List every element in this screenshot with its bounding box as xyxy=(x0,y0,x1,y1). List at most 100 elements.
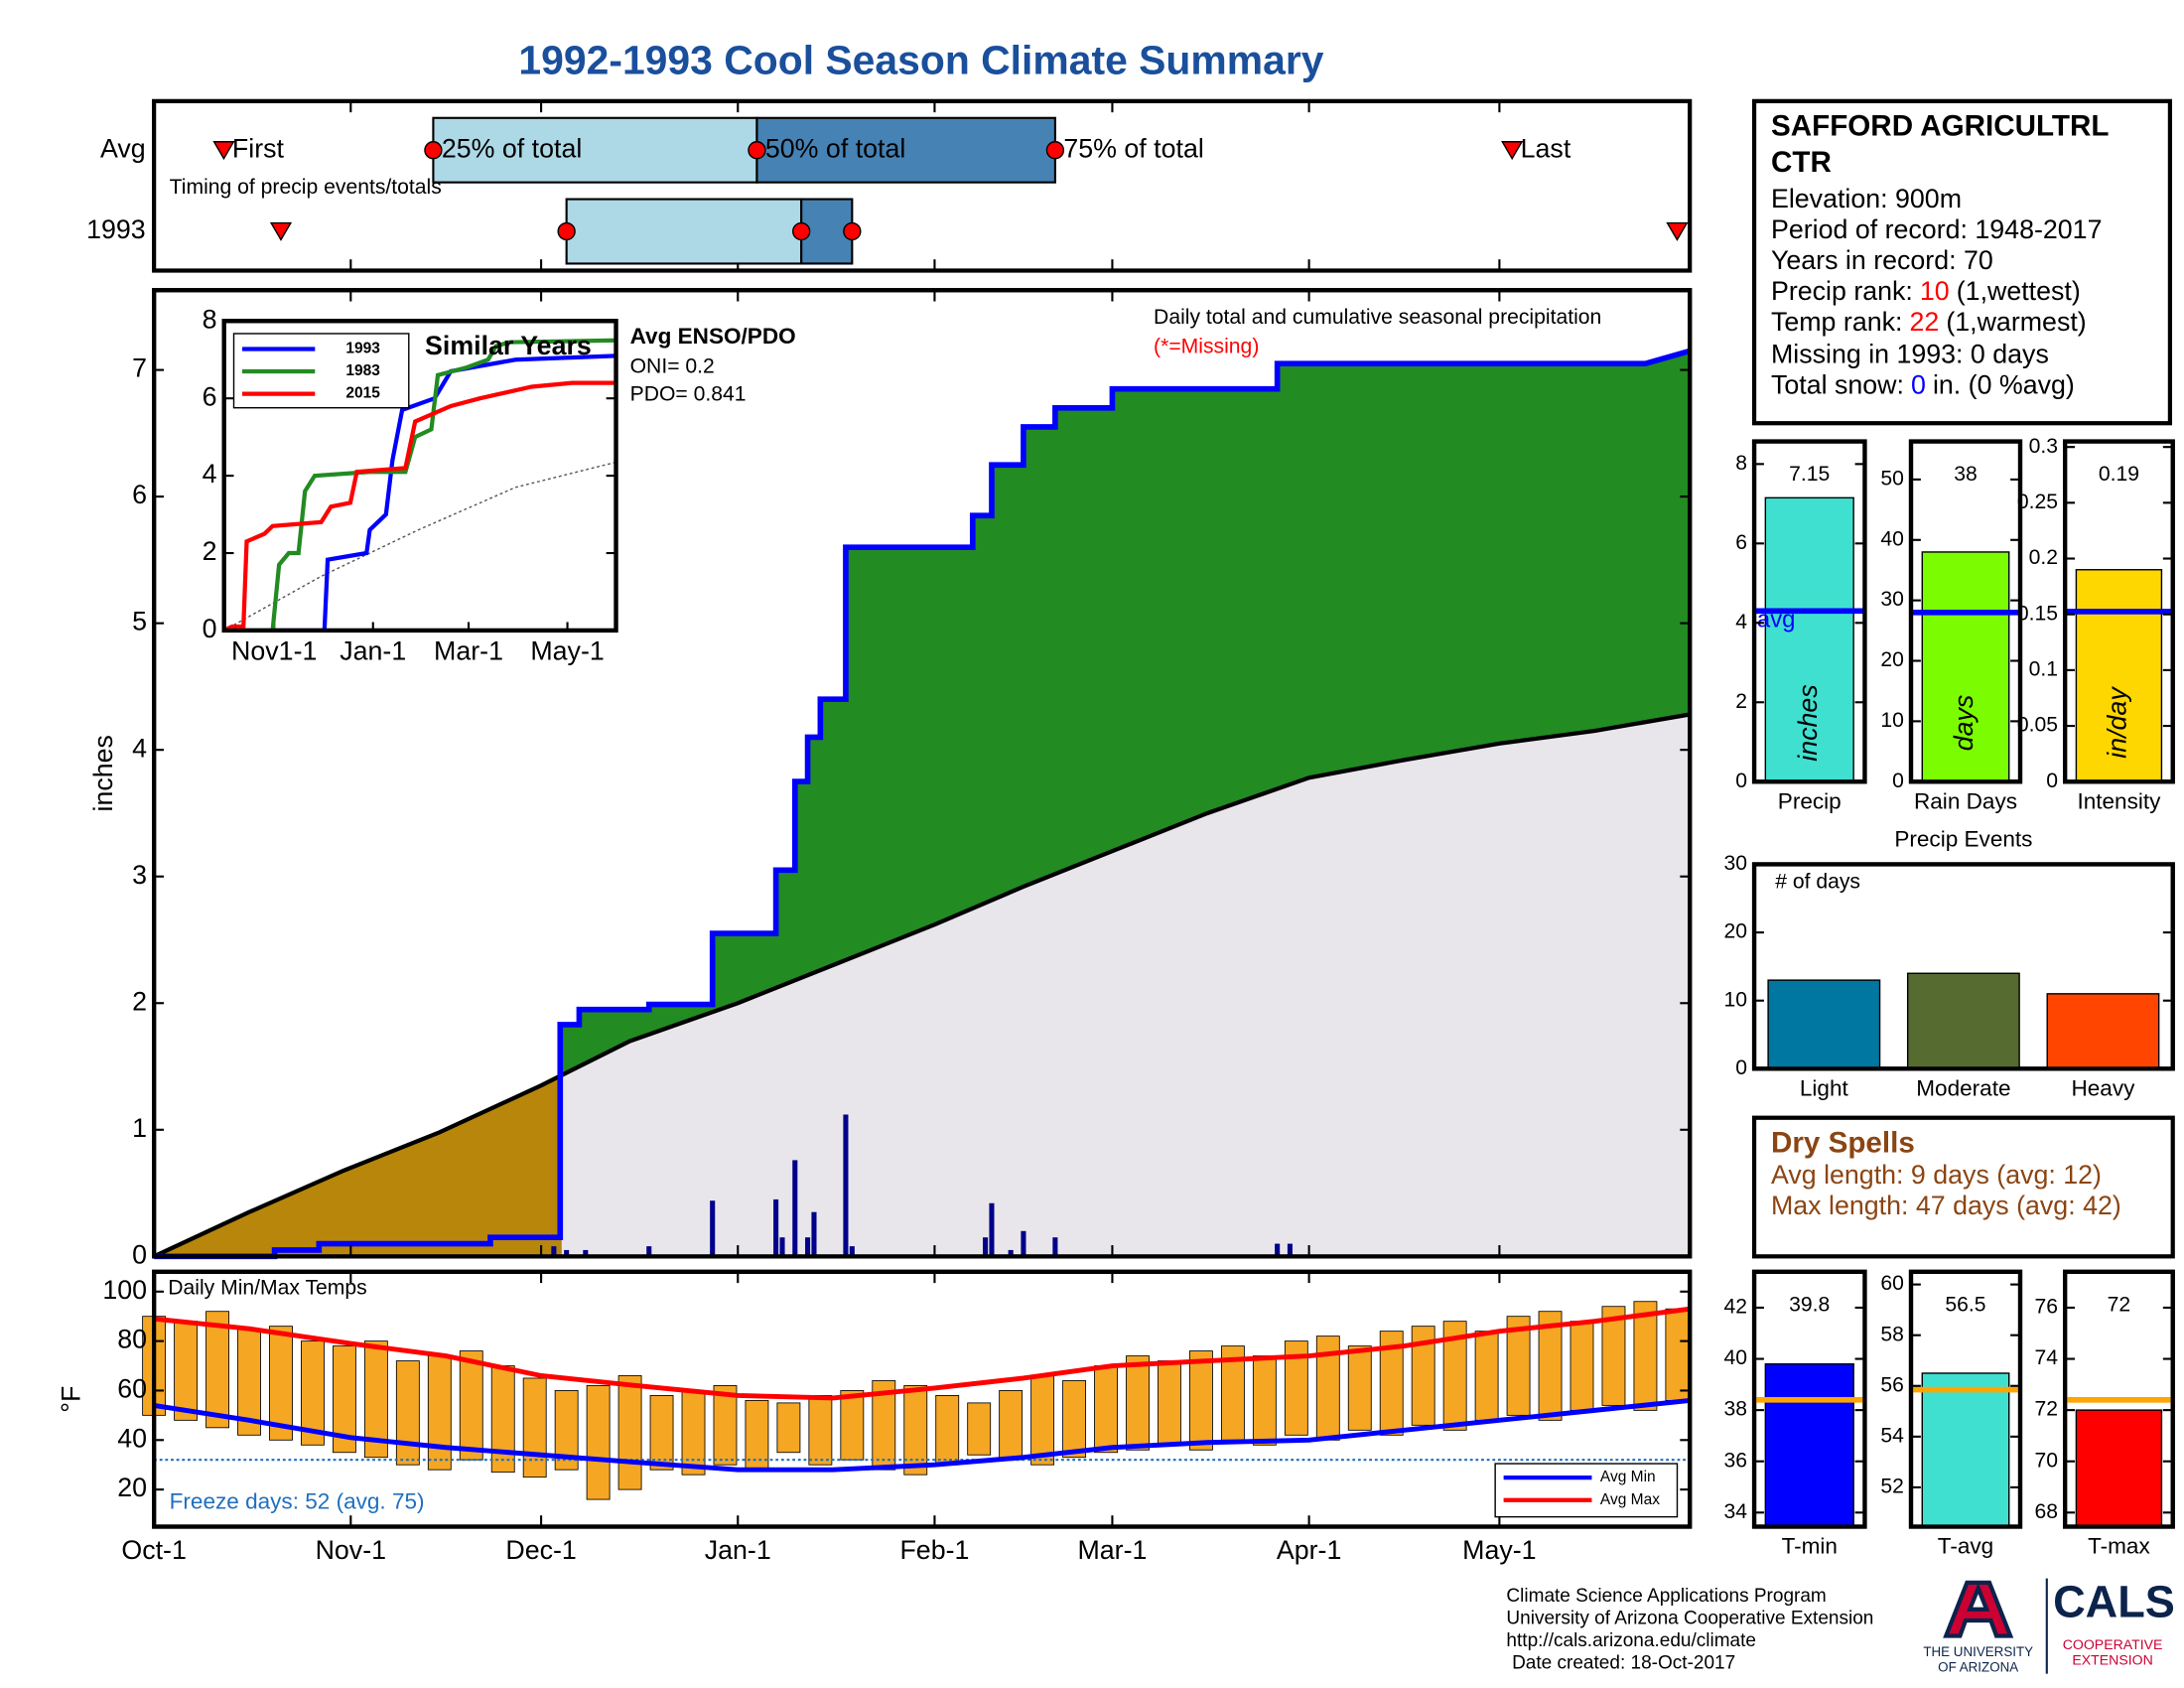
quantile-marker xyxy=(1045,141,1065,160)
temp-range-bar xyxy=(1633,1301,1658,1411)
legend-label: 2015 xyxy=(345,385,380,402)
plot-frame xyxy=(221,319,618,633)
chart-title: Daily total and cumulative seasonal prec… xyxy=(1154,306,1601,329)
temp-range-bar xyxy=(1284,1340,1308,1436)
marker-label: 50% of total xyxy=(765,133,905,163)
bar xyxy=(1764,496,1854,782)
y-tick-label: 38 xyxy=(1723,1398,1747,1421)
category-label: Rain Days xyxy=(1914,788,2017,813)
temp-range-bar xyxy=(301,1340,325,1446)
station-missing: Missing in 1993: 0 days xyxy=(1771,340,2049,369)
bar xyxy=(1921,1372,2010,1528)
plot-frame xyxy=(2063,439,2175,784)
footer-line: Climate Science Applications Program xyxy=(1506,1586,1826,1607)
temp-range-bar xyxy=(1474,1331,1499,1421)
y-tick-label: 8 xyxy=(1735,452,1747,475)
x-tick-label: May-1 xyxy=(530,636,604,666)
y-tick-label: 20 xyxy=(1723,920,1747,943)
y-tick-label: 6 xyxy=(132,480,147,509)
event-marker xyxy=(212,141,235,161)
temp-range-bar xyxy=(967,1402,992,1456)
quantile-marker xyxy=(792,221,811,241)
x-tick-label: Jan-1 xyxy=(340,636,406,666)
annotation: Timing of precip events/totals xyxy=(170,176,442,199)
category-label: Light xyxy=(1800,1075,1849,1100)
y-tick-label: 0 xyxy=(2046,770,2058,792)
plot-frame xyxy=(152,288,1693,1259)
temp-range-bar xyxy=(1189,1350,1213,1451)
x-tick-label: Dec-1 xyxy=(505,1535,576,1565)
marker-label: Last xyxy=(1521,133,1571,163)
temp-range-bar xyxy=(554,1390,579,1471)
dry-spells: Dry Spells Avg length: 9 days (avg: 12) … xyxy=(1751,1115,2175,1259)
average-line xyxy=(153,1397,1691,1473)
y-axis-label: # of days xyxy=(1775,870,1860,893)
y-tick-label: 6 xyxy=(203,381,217,411)
y-tick-label: 40 xyxy=(1880,527,1904,550)
temp-range-bar xyxy=(1126,1355,1150,1451)
quartile-box xyxy=(565,198,803,265)
category-label: Heavy xyxy=(2071,1075,2135,1100)
plot-frame xyxy=(1751,862,2175,1071)
x-tick-label: Feb-1 xyxy=(899,1535,969,1565)
x-tick-label: May-1 xyxy=(1462,1535,1536,1565)
temp-range-bar xyxy=(1347,1345,1372,1431)
temp-range-bar xyxy=(935,1395,960,1466)
bar xyxy=(2075,569,2163,782)
dry-spells-frame xyxy=(1751,1115,2175,1259)
y-tick-label: 1 xyxy=(132,1113,147,1143)
footer-line: Date created: 18-Oct-2017 xyxy=(1512,1653,1735,1674)
marker-label: First xyxy=(232,133,285,163)
y-tick-label: 0.05 xyxy=(2017,714,2058,737)
station-name: SAFFORD AGRICULTRL xyxy=(1771,109,2109,142)
quantile-marker xyxy=(424,141,443,160)
plot-frame xyxy=(1908,439,2023,784)
station-frame xyxy=(1751,98,2173,426)
chart-title: Precip Events xyxy=(1894,826,2032,851)
marker-label: 25% of total xyxy=(442,133,582,163)
x-tick-label: Nov-1 xyxy=(316,1535,386,1565)
station-period: Period of record: 1948-2017 xyxy=(1771,214,2103,244)
value-label: 38 xyxy=(1954,463,1978,486)
average-line xyxy=(223,461,616,632)
footer-line: University of Arizona Cooperative Extens… xyxy=(1506,1609,1873,1629)
y-tick-label: 80 xyxy=(117,1325,147,1354)
unit-label: in/day xyxy=(2103,686,2132,759)
dry-spells-avg: Avg length: 9 days (avg: 12) xyxy=(1771,1160,2102,1190)
bar xyxy=(2075,1409,2163,1528)
ua-text: OF ARIZONA xyxy=(1938,1659,2018,1674)
legend-label: 1983 xyxy=(345,362,380,379)
freeze-annotation: Freeze days: 52 (avg. 75) xyxy=(170,1488,425,1513)
y-tick-label: 2 xyxy=(132,986,147,1016)
daily-precip-bar xyxy=(779,1237,785,1257)
plot-frame xyxy=(1751,439,1867,784)
y-tick-label: 42 xyxy=(1723,1296,1747,1319)
y-tick-label: 34 xyxy=(1723,1500,1747,1523)
bar xyxy=(1764,1362,1854,1528)
y-tick-label: 0.15 xyxy=(2017,602,2058,625)
temp-range-bar xyxy=(713,1385,738,1466)
y-tick-label: 2 xyxy=(1735,690,1747,713)
x-tick-label: Mar-1 xyxy=(1077,1535,1147,1565)
temp-range-bar xyxy=(776,1402,801,1454)
y-tick-label: 10 xyxy=(1723,988,1747,1011)
page-title: 1992-1993 Cool Season Climate Summary xyxy=(518,38,1323,83)
category-label: Moderate xyxy=(1916,1075,2010,1100)
y-axis-label: inches xyxy=(88,735,118,811)
bar xyxy=(1906,972,2020,1070)
daily-precip-bar xyxy=(646,1246,652,1257)
y-tick-label: 0 xyxy=(1892,770,1904,792)
temp-range-bar xyxy=(808,1395,833,1466)
daily-precip-bar xyxy=(989,1202,995,1257)
y-tick-label: 72 xyxy=(2035,1398,2059,1421)
value: 22 xyxy=(1909,307,1939,337)
temp-range-bar xyxy=(1538,1311,1563,1421)
unit-label: inches xyxy=(1793,684,1823,761)
temp-range-bar xyxy=(1094,1365,1118,1454)
daily-precip-bar xyxy=(773,1198,779,1257)
temp-range-bar xyxy=(1030,1375,1055,1466)
dry-spells-title: Dry Spells xyxy=(1771,1126,1915,1159)
enso-oni: ONI= 0.2 xyxy=(630,354,715,377)
average-label: avg xyxy=(1757,606,1796,633)
